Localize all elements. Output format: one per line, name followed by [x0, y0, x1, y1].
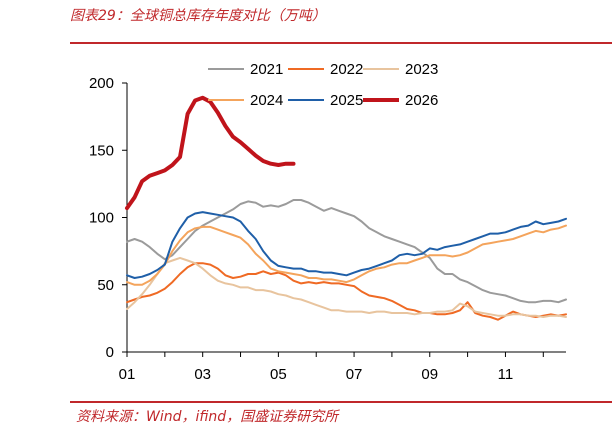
y-tick-label: 200 — [89, 75, 114, 92]
legend-label-2026: 2026 — [405, 92, 438, 109]
x-tick-label: 03 — [194, 366, 211, 383]
figure-title: 图表29：全球铜总库存年度对比（万吨） — [70, 8, 326, 24]
series-line-2024 — [126, 224, 567, 286]
legend-label-2022: 2022 — [330, 61, 363, 78]
legend-label-2025: 2025 — [330, 92, 363, 109]
y-tick-label: 0 — [106, 344, 114, 361]
x-tick-label: 07 — [346, 366, 363, 383]
y-tick-label: 150 — [89, 142, 114, 159]
series-line-2023 — [126, 256, 567, 318]
legend-label-2021: 2021 — [250, 61, 283, 78]
series-line-2026 — [125, 95, 296, 211]
y-tick-label: 100 — [89, 210, 114, 227]
source-note: 资料来源：Wind，ifind，国盛证券研究所 — [76, 409, 339, 425]
series-line-2025 — [126, 211, 567, 279]
axes: 0 50 100 150 200 01 03 05 07 09 11 — [89, 75, 566, 383]
series-line-2022 — [126, 262, 567, 321]
x-tick-label: 09 — [421, 366, 438, 383]
legend-label-2024: 2024 — [250, 92, 283, 109]
y-tick-label: 50 — [97, 277, 114, 294]
x-tick-label: 05 — [270, 366, 287, 383]
top-rule — [70, 42, 612, 44]
bottom-rule — [70, 401, 612, 403]
x-tick-label: 11 — [498, 366, 514, 383]
legend: 2021 2022 2023 2024 2025 2026 — [208, 61, 438, 109]
legend-label-2023: 2023 — [405, 61, 438, 78]
x-tick-label: 01 — [119, 366, 136, 383]
series-lines — [125, 95, 567, 321]
